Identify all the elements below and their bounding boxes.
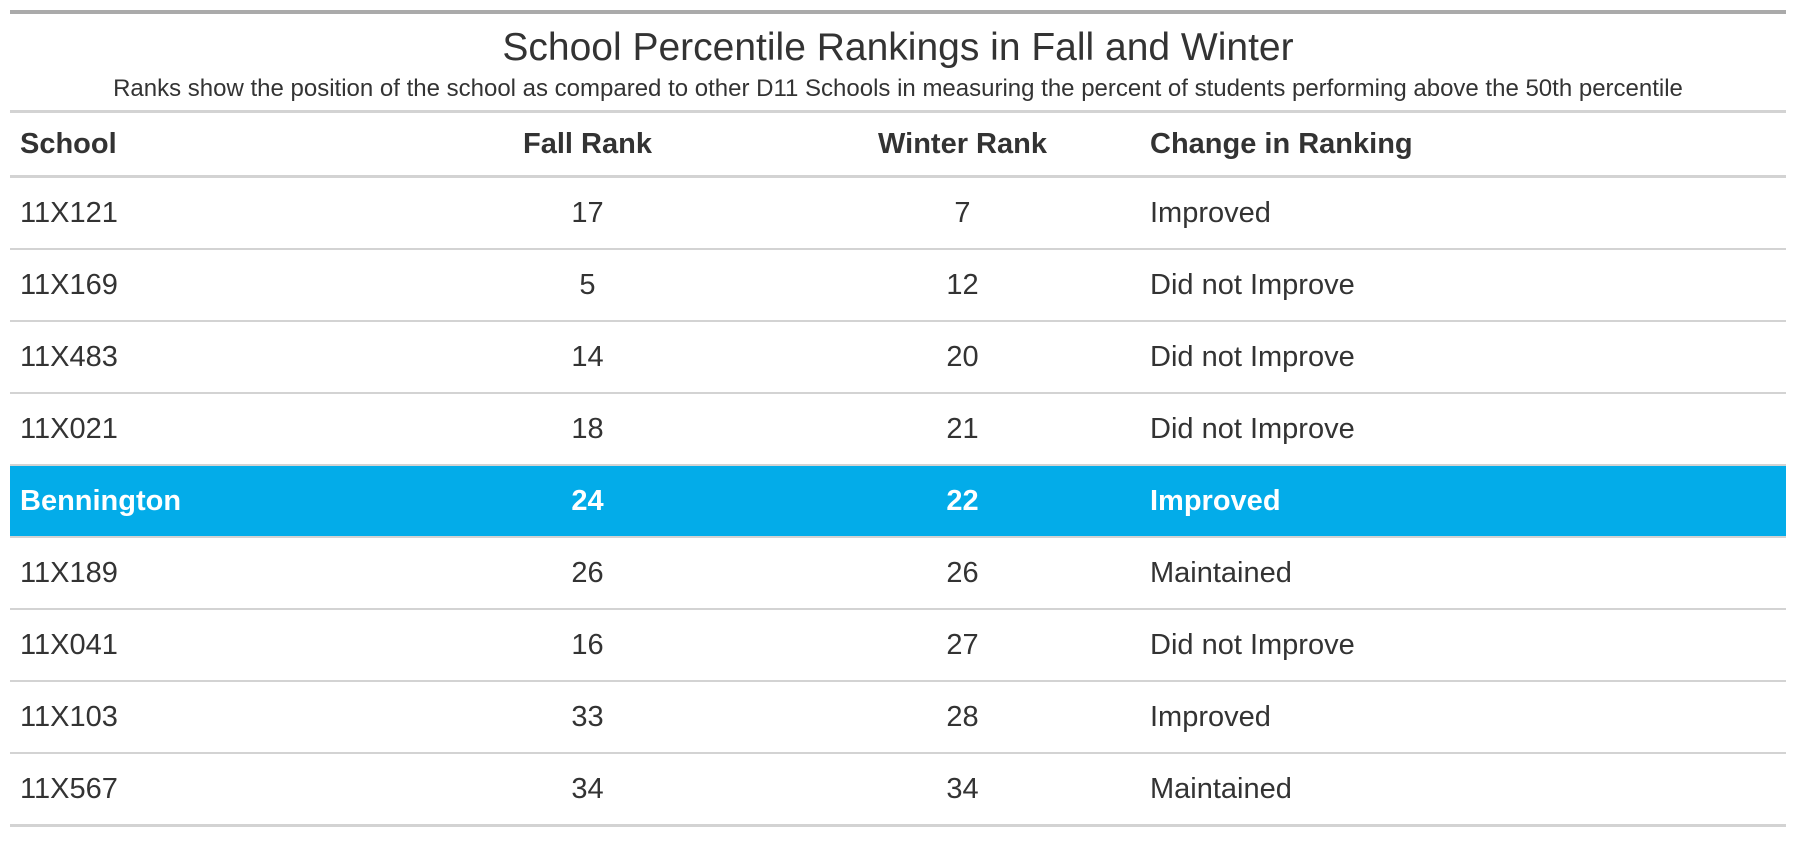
table-row: 11X483 14 20 Did not Improve: [10, 321, 1786, 394]
cell-school: 11X483: [10, 321, 400, 394]
table-row: 11X567 34 34 Maintained: [10, 753, 1786, 827]
cell-school: Bennington: [10, 465, 400, 538]
cell-winter-rank: 28: [775, 681, 1150, 754]
cell-fall-rank: 5: [400, 249, 775, 322]
column-header-winter-rank: Winter Rank: [775, 111, 1150, 178]
cell-school: 11X169: [10, 249, 400, 322]
cell-fall-rank: 24: [400, 465, 775, 538]
table-row: 11X121 17 7 Improved: [10, 176, 1786, 250]
rankings-table: School Fall Rank Winter Rank Change in R…: [10, 110, 1786, 827]
cell-winter-rank: 34: [775, 753, 1150, 827]
cell-fall-rank: 16: [400, 609, 775, 682]
table-row: 11X041 16 27 Did not Improve: [10, 609, 1786, 682]
cell-fall-rank: 14: [400, 321, 775, 394]
cell-fall-rank: 26: [400, 537, 775, 610]
cell-fall-rank: 17: [400, 176, 775, 250]
cell-winter-rank: 22: [775, 465, 1150, 538]
top-rule: [10, 10, 1786, 14]
cell-change: Did not Improve: [1150, 609, 1786, 682]
cell-change: Did not Improve: [1150, 249, 1786, 322]
cell-change: Improved: [1150, 681, 1786, 754]
cell-winter-rank: 20: [775, 321, 1150, 394]
cell-winter-rank: 26: [775, 537, 1150, 610]
table-row: 11X169 5 12 Did not Improve: [10, 249, 1786, 322]
column-header-fall-rank: Fall Rank: [400, 111, 775, 178]
cell-change: Maintained: [1150, 753, 1786, 827]
table-title: School Percentile Rankings in Fall and W…: [502, 26, 1294, 69]
cell-winter-rank: 7: [775, 176, 1150, 250]
column-header-school: School: [10, 111, 400, 178]
cell-school: 11X041: [10, 609, 400, 682]
table-row-highlighted: Bennington 24 22 Improved: [10, 465, 1786, 538]
cell-change: Improved: [1150, 176, 1786, 250]
cell-school: 11X021: [10, 393, 400, 466]
cell-school: 11X103: [10, 681, 400, 754]
table-subtitle: Ranks show the position of the school as…: [113, 75, 1683, 102]
cell-school: 11X121: [10, 176, 400, 250]
cell-change: Improved: [1150, 465, 1786, 538]
table-row: 11X189 26 26 Maintained: [10, 537, 1786, 610]
cell-change: Did not Improve: [1150, 393, 1786, 466]
cell-winter-rank: 27: [775, 609, 1150, 682]
cell-school: 11X567: [10, 753, 400, 827]
cell-change: Maintained: [1150, 537, 1786, 610]
table-row: 11X021 18 21 Did not Improve: [10, 393, 1786, 466]
cell-fall-rank: 34: [400, 753, 775, 827]
cell-winter-rank: 21: [775, 393, 1150, 466]
column-header-change: Change in Ranking: [1150, 111, 1786, 178]
cell-change: Did not Improve: [1150, 321, 1786, 394]
ranking-table-container: School Percentile Rankings in Fall and W…: [10, 10, 1786, 827]
cell-school: 11X189: [10, 537, 400, 610]
header-row: School Fall Rank Winter Rank Change in R…: [10, 111, 1786, 178]
cell-winter-rank: 12: [775, 249, 1150, 322]
cell-fall-rank: 33: [400, 681, 775, 754]
cell-fall-rank: 18: [400, 393, 775, 466]
table-row: 11X103 33 28 Improved: [10, 681, 1786, 754]
